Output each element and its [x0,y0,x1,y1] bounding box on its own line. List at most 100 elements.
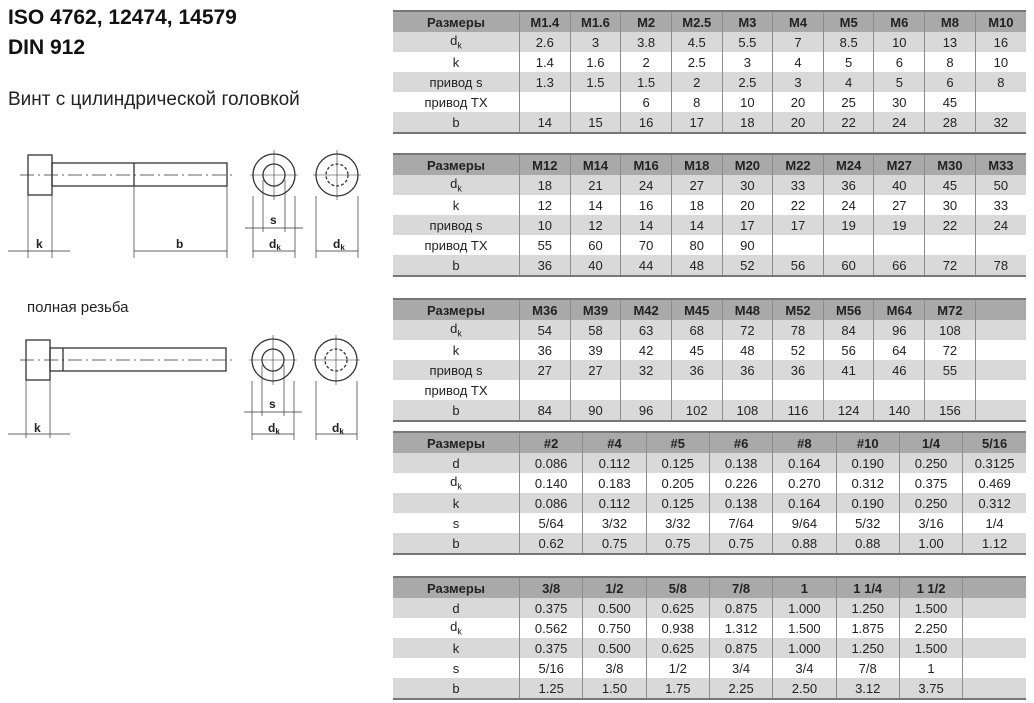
table-cell: 36 [519,340,571,360]
svg-text:k: k [34,421,41,435]
table-cell: 0.164 [772,453,837,473]
table-cell: 52 [772,340,824,360]
table-cell: 0.112 [582,453,647,473]
table-cell: 0.190 [835,493,900,513]
row-label-text: b [452,680,460,696]
table-cell [974,400,1026,422]
table-row: b 1.25 1.50 1.75 2.25 2.50 3.12 3.75 [393,678,1026,700]
table-cell [974,360,1026,380]
table-cell [962,678,1026,700]
metric-table-m12-to-m33: Размеры M12 M14 M16 M18 M20 M22 M24 M27 M30 M33 dk 1… [393,153,1026,277]
table-cell: 55 [519,235,571,255]
table-row: привод TX [393,380,1026,400]
table-cell: 8 [924,52,976,72]
table-cell: 1.250 [835,598,900,618]
table-cell: 36 [822,175,874,195]
table-cell: 0.138 [708,453,773,473]
table-cell: 108 [924,320,976,340]
table-cell: 60 [569,235,621,255]
table-cell: 0.086 [518,493,583,513]
header-size: M2 [620,10,672,32]
header-size: 5/16 [962,431,1026,453]
row-label-text: k [452,54,460,70]
row-label-text: привод s [429,217,483,233]
table-header-row: Размеры 3/8 1/2 5/8 7/8 1 1 1/4 1 1/2 [393,576,1026,598]
header-size: M48 [721,298,773,320]
row-label-subscript: k [457,481,462,492]
table-cell: 14 [620,215,672,235]
table-cell: 0.88 [772,533,837,555]
table-cell: 140 [873,400,925,422]
table-cell: 0.375 [898,473,963,493]
table-cell: 72 [924,255,976,277]
label-dk: d [269,237,276,251]
table-cell: 2.25 [708,678,773,700]
row-label-text: d [452,455,460,471]
row-label: dk [393,473,520,493]
table-cell: 124 [822,400,874,422]
row-label: d [393,598,520,618]
row-label-text: s [452,660,460,676]
table-cell [620,380,672,400]
table-cell: 14 [670,215,723,235]
metric-table-m36-to-m72: Размеры M36 M39 M42 M45 M48 M52 M56 M64 M72 dk 54 58… [393,298,1026,422]
table-cell: 17 [721,215,773,235]
table-cell: 1.875 [835,618,900,638]
table-cell: 18 [519,175,571,195]
table-row: dk 0.562 0.750 0.938 1.312 1.500 1.875 2.250 [393,618,1026,638]
table-cell: 1.00 [898,533,963,555]
header-size: M45 [670,298,723,320]
table-cell [974,92,1026,112]
table-cell: 16 [974,32,1026,52]
svg-text:s: s [269,397,276,411]
table-cell: 1.500 [898,598,963,618]
table-cell: 72 [721,320,773,340]
table-cell: 52 [721,255,773,277]
product-subtitle: Винт с цилиндрической головкой [8,89,300,110]
table-cell [519,380,571,400]
table-cell: 1.3 [519,72,571,92]
table-cell: 78 [974,255,1026,277]
metric-table-m1-4-to-m10: Размеры M1.4 M1.6 M2 M2.5 M3 M4 M5 M6 M8 M10 dk 2.6 3… [393,10,1026,134]
table-cell: 1.4 [519,52,571,72]
table-cell: 0.3125 [962,453,1026,473]
header-size: M30 [924,153,976,175]
table-cell [974,235,1026,255]
table-cell [873,235,925,255]
table-cell: 6 [924,72,976,92]
row-label-text: d [450,176,458,192]
svg-text:k: k [36,237,43,251]
table-cell: 6 [873,52,925,72]
table-cell: 1.500 [772,618,837,638]
label-k: k [34,421,41,435]
header-size: M6 [873,10,925,32]
row-label-text: k [452,197,460,213]
table-cell: 46 [873,360,925,380]
table-cell: 13 [924,32,976,52]
table-cell: 7 [772,32,824,52]
table-cell [670,380,723,400]
row-label: d [393,453,520,473]
row-label-text: привод TX [424,382,488,398]
row-label: s [393,513,520,533]
row-label-text: d [450,321,458,337]
table-cell: 19 [822,215,874,235]
header-size: 7/8 [708,576,773,598]
label-dk: d [332,421,339,435]
table-cell: 36 [772,360,824,380]
table-cell: 7/64 [708,513,773,533]
table-cell: 0.312 [835,473,900,493]
table-header-row: Размеры M12 M14 M16 M18 M20 M22 M24 M27 M30 M33 [393,153,1026,175]
table-cell [772,235,824,255]
standard-title-line2: DIN 912 [8,36,86,59]
table-row: привод TX 6 8 10 20 25 30 45 [393,92,1026,112]
table-cell [772,380,824,400]
header-size: M2.5 [670,10,723,32]
table-cell: 25 [822,92,874,112]
table-row: привод s 1.3 1.5 1.5 2 2.5 3 4 5 6 8 [393,72,1026,92]
table-cell: 0.750 [582,618,647,638]
row-label-text: привод s [429,74,483,90]
row-label-text: d [450,33,458,49]
table-cell: 40 [569,255,621,277]
row-label: b [393,678,520,700]
